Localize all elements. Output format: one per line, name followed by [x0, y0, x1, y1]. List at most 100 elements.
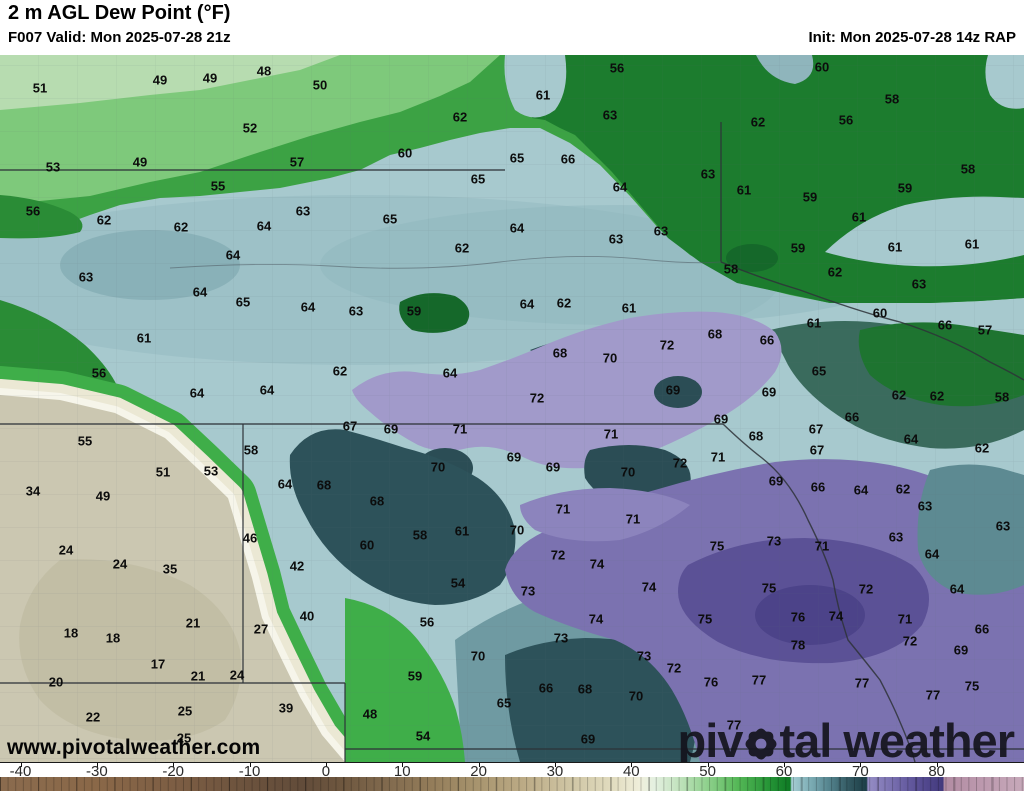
colorbar-tick-label: 70 — [852, 763, 869, 780]
dewpoint-value-label: 64 — [520, 297, 535, 312]
page-title: 2 m AGL Dew Point (°F) — [8, 2, 231, 24]
colorbar-tick-mark — [631, 763, 633, 767]
dewpoint-value-label: 62 — [896, 482, 910, 497]
dewpoint-value-label: 70 — [629, 689, 643, 704]
dewpoint-value-label: 68 — [749, 429, 763, 444]
colorbar-tick-mark — [784, 763, 785, 767]
logo-text-pre: piv — [677, 714, 744, 767]
header-bar: 2 m AGL Dew Point (°F) F007 Valid: Mon 2… — [0, 0, 1024, 55]
site-url-watermark: www.pivotalweather.com — [7, 736, 261, 759]
model-init-text: Init: Mon 2025-07-28 14z RAP — [808, 29, 1016, 46]
dewpoint-value-label: 63 — [79, 270, 93, 285]
dewpoint-value-label: 59 — [407, 304, 421, 319]
colorbar-tick-mark — [249, 763, 251, 767]
dewpoint-value-label: 71 — [626, 512, 640, 527]
dewpoint-value-label: 72 — [673, 456, 687, 471]
dewpoint-value-label: 69 — [954, 643, 968, 658]
dewpoint-value-label: 72 — [667, 661, 681, 676]
dewpoint-value-label: 78 — [791, 638, 805, 653]
dewpoint-value-label: 67 — [810, 443, 824, 458]
dewpoint-value-label: 21 — [186, 616, 200, 631]
colorbar-tick-label: 30 — [546, 763, 564, 780]
dewpoint-value-label: 72 — [530, 391, 544, 406]
dewpoint-value-label: 64 — [278, 477, 293, 492]
dewpoint-value-label: 63 — [349, 304, 363, 319]
dewpoint-value-label: 58 — [244, 443, 258, 458]
dewpoint-value-label: 42 — [290, 559, 304, 574]
dewpoint-value-label: 65 — [471, 172, 485, 187]
dewpoint-value-label: 77 — [926, 688, 940, 703]
dewpoint-value-label: 49 — [203, 71, 217, 86]
dewpoint-value-label: 65 — [383, 212, 397, 227]
dewpoint-value-label: 64 — [260, 383, 275, 398]
gear-icon — [745, 727, 777, 760]
dewpoint-value-label: 57 — [978, 323, 992, 338]
dewpoint-value-label: 59 — [898, 181, 912, 196]
dewpoint-value-label: 63 — [603, 108, 617, 123]
pivotal-weather-logo: piv tal weather — [677, 713, 1015, 768]
dewpoint-value-label: 63 — [296, 204, 310, 219]
dewpoint-value-label: 72 — [859, 582, 873, 597]
dewpoint-value-label: 22 — [86, 710, 100, 725]
dewpoint-value-label: 49 — [153, 73, 167, 88]
colorbar-tick-mark — [402, 763, 404, 767]
colorbar-tick-mark — [96, 763, 98, 767]
dewpoint-value-label: 64 — [193, 285, 208, 300]
dewpoint-value-label: 57 — [290, 155, 304, 170]
dewpoint-value-label: 62 — [455, 241, 469, 256]
dewpoint-value-label: 21 — [191, 669, 205, 684]
dewpoint-value-label: 40 — [300, 609, 314, 624]
dewpoint-value-label: 59 — [791, 241, 805, 256]
dewpoint-value-label: 72 — [903, 634, 917, 649]
dewpoint-value-label: 63 — [654, 224, 668, 239]
dewpoint-value-label: 55 — [78, 434, 92, 449]
dewpoint-value-label: 56 — [92, 366, 106, 381]
dewpoint-value-label: 64 — [510, 221, 525, 236]
colorbar-cell-lines — [0, 777, 1024, 791]
colorbar-tick-label: -20 — [162, 763, 185, 780]
dewpoint-value-label: 59 — [803, 190, 817, 205]
dewpoint-value-label: 61 — [455, 524, 469, 539]
dewpoint-value-label: 59 — [408, 669, 422, 684]
dewpoint-value-label: 64 — [904, 432, 919, 447]
dewpoint-value-label: 69 — [762, 385, 776, 400]
dewpoint-value-label: 56 — [420, 615, 434, 630]
dewpoint-value-label: 71 — [604, 427, 618, 442]
dewpoint-value-label: 56 — [610, 61, 624, 76]
dewpoint-value-label: 75 — [698, 612, 712, 627]
dewpoint-value-label: 60 — [360, 538, 374, 553]
dewpoint-value-label: 77 — [752, 673, 766, 688]
dewpoint-value-label: 66 — [845, 410, 859, 425]
dewpoint-value-label: 27 — [254, 622, 268, 637]
dewpoint-value-label: 66 — [561, 152, 575, 167]
dewpoint-value-label: 68 — [708, 327, 722, 342]
dewpoint-value-label: 71 — [815, 539, 829, 554]
dewpoint-value-label: 71 — [453, 422, 467, 437]
colorbar-tick-label: 10 — [393, 763, 411, 780]
colorbar-tick-label: 60 — [775, 763, 793, 780]
dewpoint-value-label: 34 — [26, 484, 41, 499]
dewpoint-value-label: 61 — [137, 331, 151, 346]
dewpoint-value-label: 58 — [885, 92, 899, 107]
dewpoint-value-label: 77 — [855, 676, 869, 691]
dewpoint-value-label: 70 — [621, 465, 635, 480]
dewpoint-value-label: 51 — [33, 81, 47, 96]
dewpoint-value-label: 61 — [888, 240, 902, 255]
dewpoint-value-label: 71 — [556, 502, 570, 517]
dewpoint-value-label: 53 — [204, 464, 218, 479]
dewpoint-value-label: 70 — [471, 649, 485, 664]
colorbar-tick-mark — [478, 763, 480, 767]
dewpoint-value-label: 63 — [996, 519, 1010, 534]
colorbar-tick-label: -30 — [86, 763, 108, 780]
dewpoint-value-label: 67 — [809, 422, 823, 437]
colorbar-tick-label: 50 — [699, 763, 716, 780]
dewpoint-value-label: 58 — [413, 528, 427, 543]
dewpoint-value-label: 17 — [151, 657, 165, 672]
dewpoint-value-label: 64 — [925, 547, 940, 562]
dewpoint-value-label: 62 — [975, 441, 989, 456]
dewpoint-value-label: 75 — [965, 679, 979, 694]
dewpoint-value-label: 70 — [603, 351, 617, 366]
county-grid-overlay — [0, 55, 1024, 762]
dewpoint-value-label: 63 — [701, 167, 715, 182]
